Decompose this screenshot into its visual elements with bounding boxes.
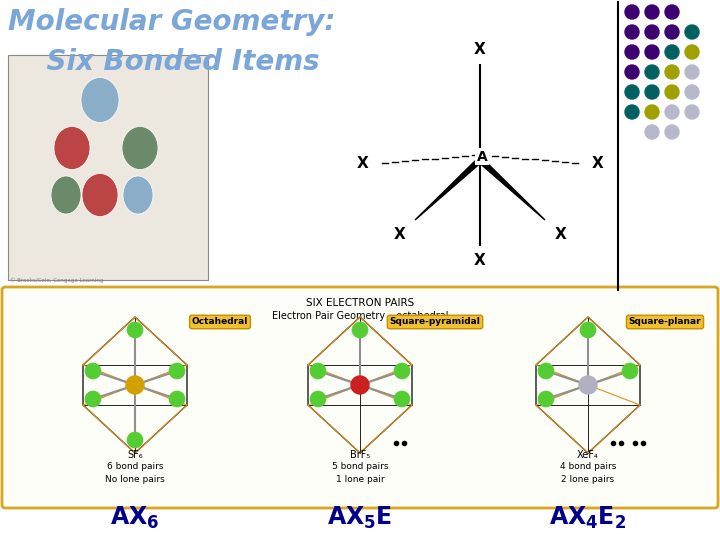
- Text: SIX ELECTRON PAIRS: SIX ELECTRON PAIRS: [306, 298, 414, 308]
- Circle shape: [685, 85, 699, 99]
- Text: X: X: [555, 227, 567, 242]
- Text: Electron Pair Geometry – octahedral: Electron Pair Geometry – octahedral: [271, 311, 449, 321]
- Text: Square-planar: Square-planar: [629, 318, 701, 327]
- Text: XeF₄: XeF₄: [577, 450, 599, 460]
- Circle shape: [685, 105, 699, 119]
- Circle shape: [685, 25, 699, 39]
- Circle shape: [625, 85, 639, 99]
- Circle shape: [310, 391, 326, 407]
- Circle shape: [580, 322, 596, 338]
- Polygon shape: [476, 160, 545, 220]
- Circle shape: [625, 45, 639, 59]
- Circle shape: [665, 125, 679, 139]
- Ellipse shape: [54, 126, 90, 170]
- Text: SF₆: SF₆: [127, 450, 143, 460]
- Circle shape: [622, 363, 638, 379]
- Text: 6 bond pairs
No lone pairs: 6 bond pairs No lone pairs: [105, 462, 165, 483]
- Circle shape: [127, 432, 143, 448]
- Circle shape: [351, 376, 369, 394]
- Circle shape: [85, 363, 101, 379]
- Circle shape: [127, 322, 143, 338]
- Ellipse shape: [82, 173, 118, 217]
- Text: X: X: [474, 42, 486, 57]
- Circle shape: [579, 376, 597, 394]
- Circle shape: [169, 363, 185, 379]
- Circle shape: [538, 363, 554, 379]
- Text: A: A: [477, 150, 487, 164]
- Text: 5 bond pairs
1 lone pair: 5 bond pairs 1 lone pair: [332, 462, 388, 483]
- Circle shape: [645, 125, 659, 139]
- Text: © Brooks/Cole, Cengage Learning: © Brooks/Cole, Cengage Learning: [10, 277, 104, 282]
- Ellipse shape: [122, 126, 158, 170]
- Circle shape: [394, 391, 410, 407]
- Text: BrF₅: BrF₅: [350, 450, 370, 460]
- Circle shape: [625, 5, 639, 19]
- Text: 4 bond pairs
2 lone pairs: 4 bond pairs 2 lone pairs: [560, 462, 616, 483]
- Circle shape: [625, 105, 639, 119]
- Circle shape: [310, 363, 326, 379]
- Circle shape: [645, 5, 659, 19]
- Circle shape: [665, 85, 679, 99]
- Ellipse shape: [81, 78, 119, 123]
- Circle shape: [665, 25, 679, 39]
- Circle shape: [394, 363, 410, 379]
- FancyBboxPatch shape: [8, 55, 208, 280]
- Ellipse shape: [123, 176, 153, 214]
- Text: Molecular Geometry:: Molecular Geometry:: [8, 8, 336, 36]
- Text: X: X: [393, 227, 405, 242]
- Circle shape: [538, 391, 554, 407]
- Text: X: X: [356, 156, 368, 171]
- Circle shape: [352, 322, 368, 338]
- FancyBboxPatch shape: [2, 287, 718, 508]
- Text: X: X: [474, 253, 486, 268]
- Circle shape: [665, 5, 679, 19]
- Circle shape: [645, 105, 659, 119]
- Circle shape: [625, 65, 639, 79]
- Circle shape: [645, 65, 659, 79]
- Circle shape: [685, 65, 699, 79]
- Circle shape: [625, 25, 639, 39]
- Circle shape: [169, 391, 185, 407]
- Circle shape: [645, 25, 659, 39]
- Text: Octahedral: Octahedral: [192, 318, 248, 327]
- Circle shape: [645, 85, 659, 99]
- Ellipse shape: [51, 176, 81, 214]
- Text: $\mathbf{AX_5E}$: $\mathbf{AX_5E}$: [328, 505, 392, 531]
- Circle shape: [85, 391, 101, 407]
- Text: Square-pyramidal: Square-pyramidal: [390, 318, 480, 327]
- Circle shape: [665, 105, 679, 119]
- Circle shape: [665, 45, 679, 59]
- Circle shape: [665, 65, 679, 79]
- Text: Six Bonded Items: Six Bonded Items: [8, 48, 320, 76]
- Polygon shape: [415, 160, 484, 220]
- Text: $\mathbf{AX_6}$: $\mathbf{AX_6}$: [110, 505, 160, 531]
- Circle shape: [685, 45, 699, 59]
- Text: X: X: [592, 156, 604, 171]
- Text: $\mathbf{AX_4E_2}$: $\mathbf{AX_4E_2}$: [549, 505, 626, 531]
- Circle shape: [126, 376, 144, 394]
- Circle shape: [645, 45, 659, 59]
